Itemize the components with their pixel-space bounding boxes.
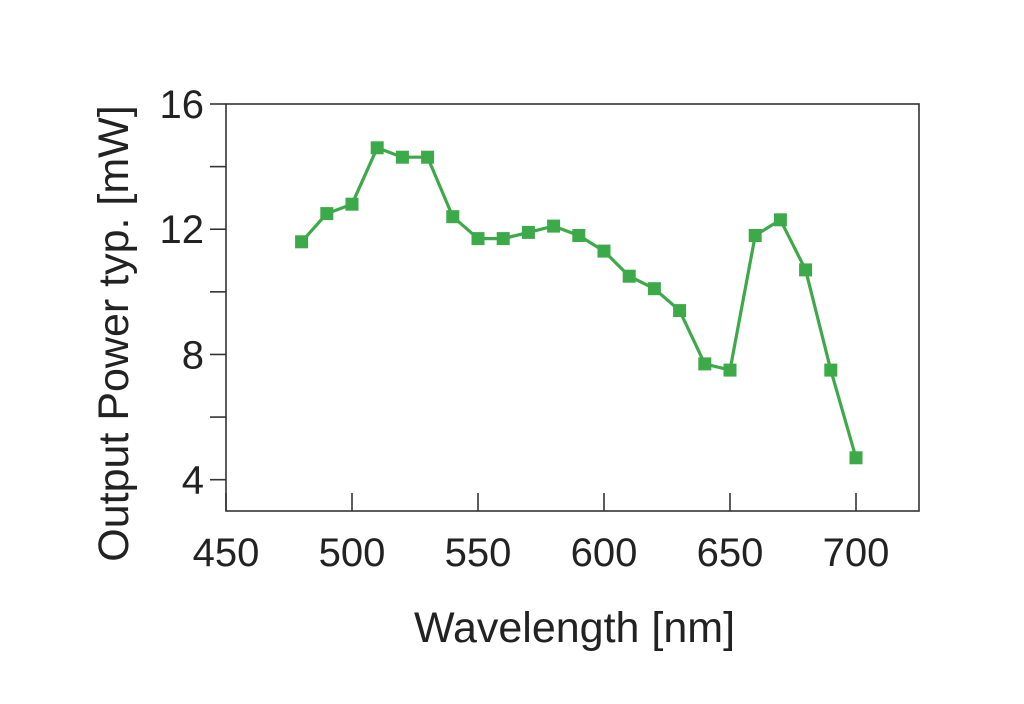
x-tick-label: 650 (697, 531, 764, 575)
x-axis-title: Wavelength [nm] (414, 604, 735, 652)
y-tick-label: 12 (160, 208, 205, 252)
data-point-490 (320, 207, 334, 221)
x-axis: 450 500 550 600 650 700 (193, 493, 890, 575)
plot-frame (225, 103, 920, 512)
data-point-630 (673, 304, 687, 318)
data-point-640 (698, 357, 712, 371)
data-point-620 (647, 282, 661, 296)
data-point-500 (345, 197, 359, 211)
data-point-520 (395, 150, 409, 164)
data-point-570 (521, 225, 535, 239)
x-tick-label: 700 (823, 531, 890, 575)
y-tick-label: 16 (160, 83, 205, 127)
data-point-610 (622, 269, 636, 283)
y-tick-label: 4 (182, 459, 204, 503)
data-point-670 (773, 213, 787, 227)
x-tick-label: 450 (193, 531, 260, 575)
y-tick-label: 8 (182, 333, 204, 377)
x-tick-label: 550 (445, 531, 512, 575)
y-axis-title: Output Power typ. [mW] (90, 105, 138, 561)
data-point-530 (421, 150, 435, 164)
x-tick-label: 500 (319, 531, 386, 575)
data-point-480 (295, 235, 309, 249)
data-point-550 (471, 232, 485, 246)
data-point-540 (446, 210, 460, 224)
data-point-510 (370, 141, 384, 155)
series-line (300, 146, 858, 459)
data-point-600 (597, 244, 611, 258)
data-point-680 (799, 263, 813, 277)
series-layer (295, 141, 863, 465)
data-point-700 (849, 451, 863, 465)
data-point-560 (496, 232, 510, 246)
data-point-690 (824, 363, 838, 377)
data-point-660 (748, 229, 762, 242)
data-point-590 (572, 229, 586, 242)
data-point-580 (547, 219, 561, 233)
data-point-650 (723, 363, 737, 377)
x-tick-label: 600 (571, 531, 638, 575)
y-axis: 4 8 12 16 (160, 83, 226, 503)
